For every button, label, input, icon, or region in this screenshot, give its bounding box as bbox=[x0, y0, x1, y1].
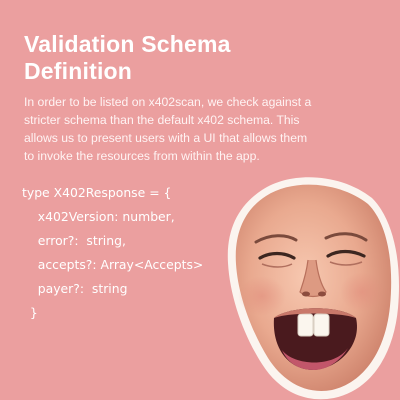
title-line-1: Validation Schema bbox=[24, 31, 231, 57]
title-line-2: Definition bbox=[24, 58, 133, 84]
code-line-6: } bbox=[22, 305, 38, 320]
code-line-2: x402Version: number, bbox=[22, 209, 175, 224]
description-line-1: In order to be listed on x402scan, we ch… bbox=[24, 95, 312, 109]
open-mouth-face-sticker-icon bbox=[227, 177, 399, 400]
code-line-3: error?: string, bbox=[22, 233, 126, 248]
description-paragraph: In order to be listed on x402scan, we ch… bbox=[24, 93, 384, 165]
page-title: Validation Schema Definition bbox=[24, 31, 384, 85]
code-line-1: type X402Response = { bbox=[22, 185, 172, 200]
description-line-3: allows us to present users with a UI tha… bbox=[24, 131, 308, 145]
code-line-4: accepts?: Array<Accepts> bbox=[22, 257, 204, 272]
code-line-5: payer?: string bbox=[22, 281, 128, 296]
code-block: type X402Response = { x402Version: numbe… bbox=[22, 181, 203, 325]
description-line-2: stricter schema than the default x402 sc… bbox=[24, 113, 300, 127]
description-line-4: to invoke the resources from within the … bbox=[24, 149, 260, 163]
